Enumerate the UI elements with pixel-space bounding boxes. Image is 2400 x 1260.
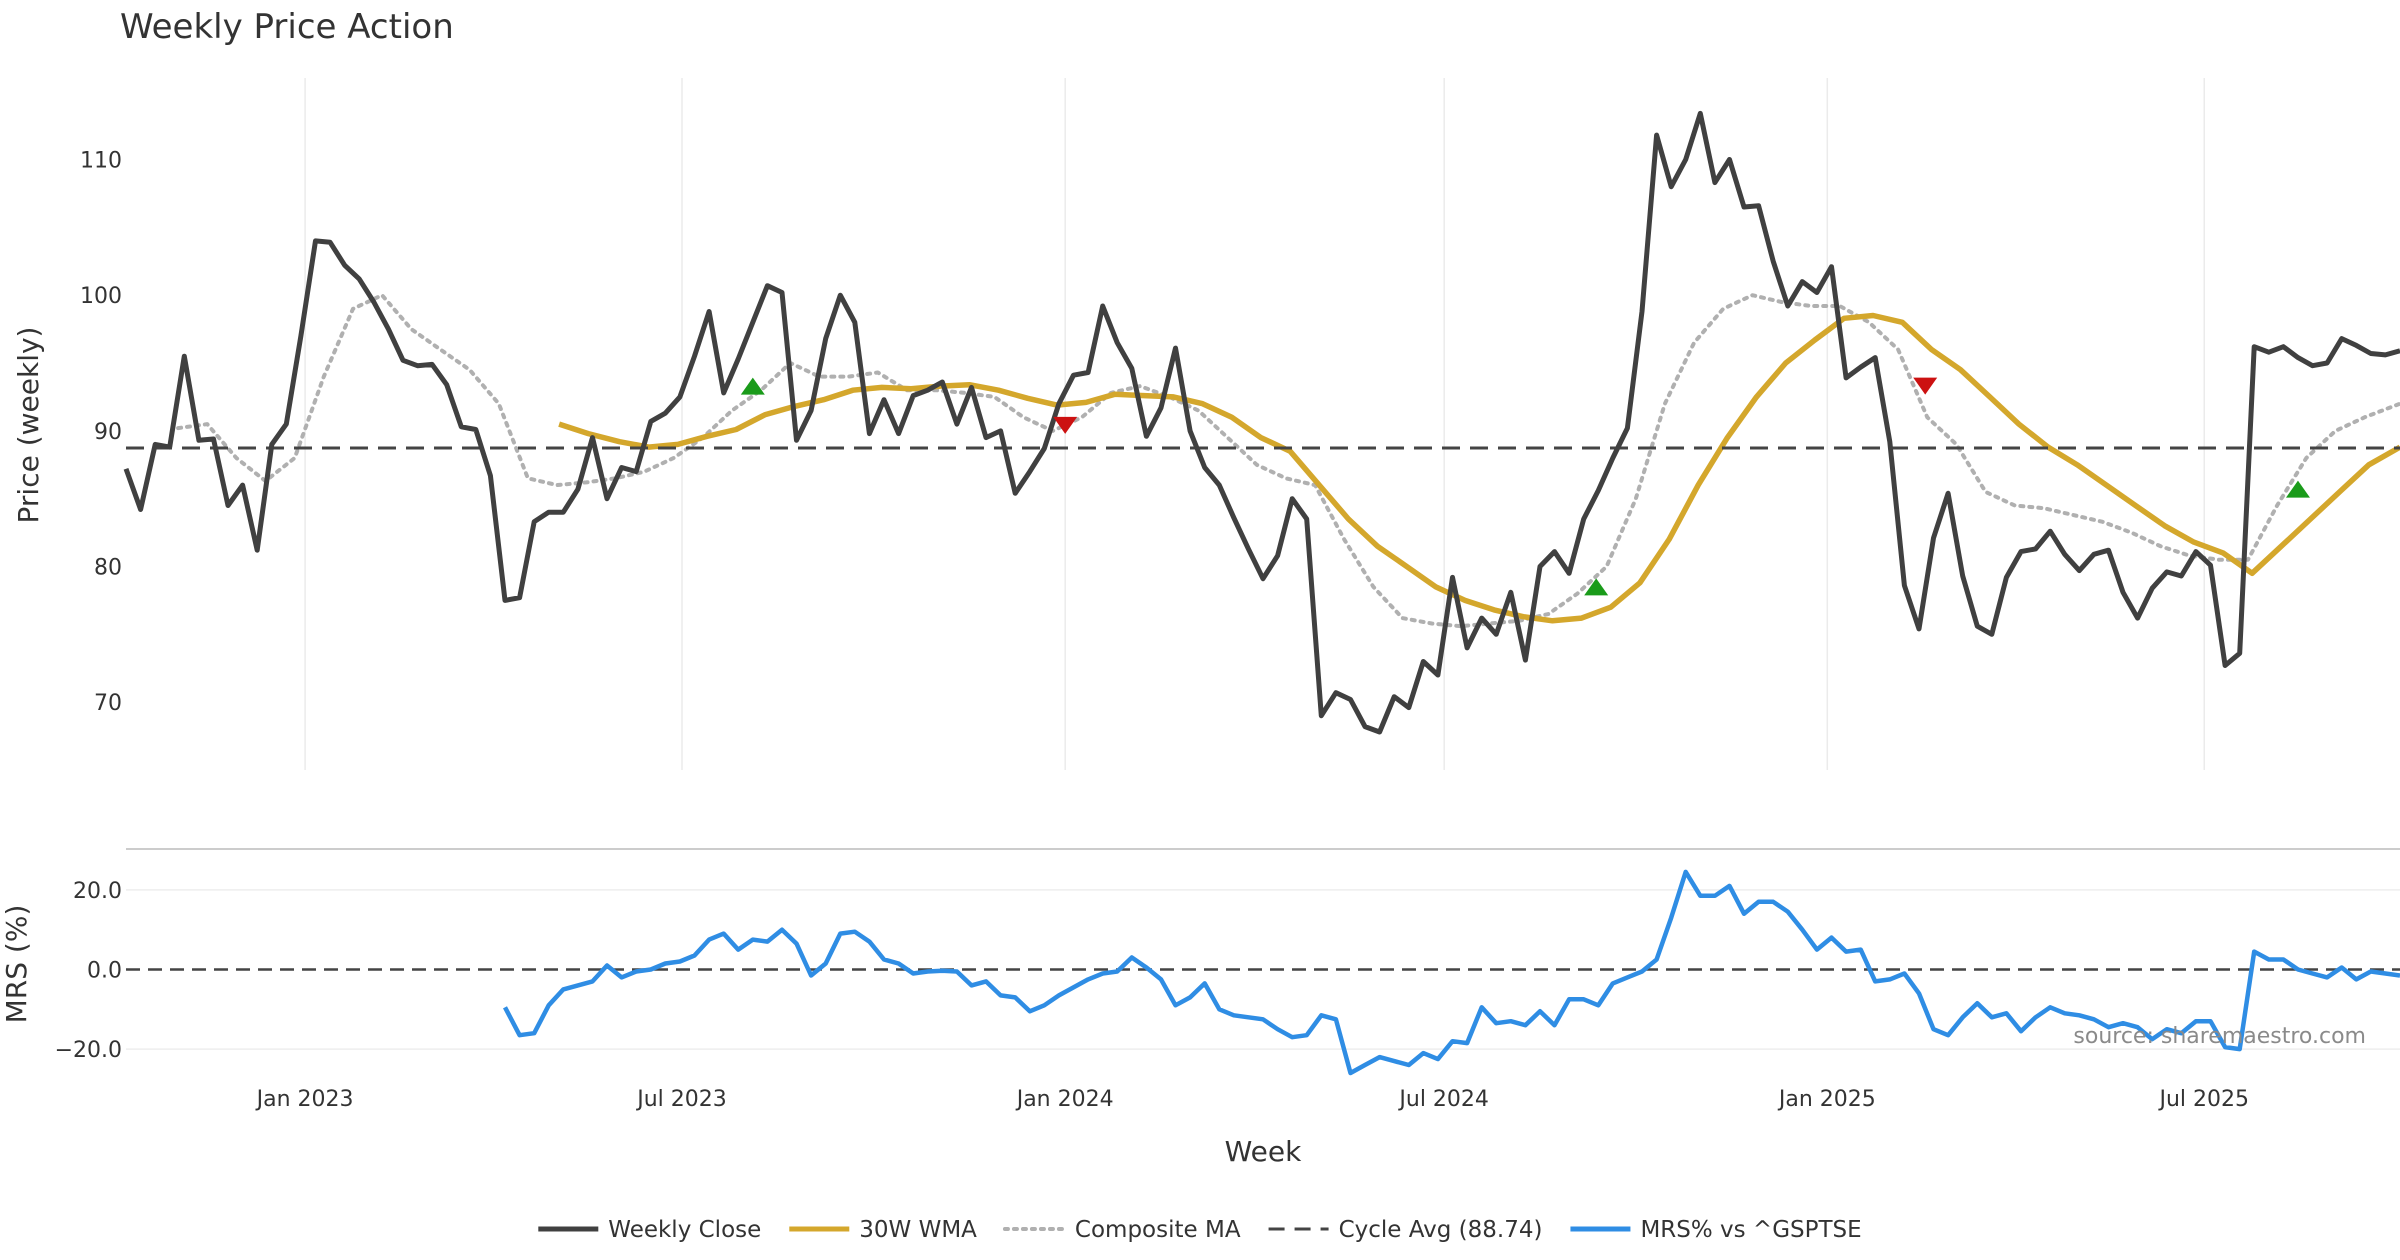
legend-label-mrs-vs-gsptse: MRS% vs ^GSPTSE [1640,1217,1861,1243]
legend-label-composite-ma: Composite MA [1075,1217,1241,1243]
legend: Weekly Close 30W WMA Composite MA Cycle Avg… [538,1217,1862,1243]
x-axis-title: Week [1225,1135,1302,1168]
buy-signal-marker-0 [740,377,765,395]
source-annotation: source: sharemaestro.com [2073,1024,2366,1049]
x-tick-jul-2025: Jul 2025 [2157,1087,2249,1112]
mrs-axis-title: MRS (%) [0,905,33,1024]
legend-label-30w-wma: 30W WMA [859,1217,977,1243]
x-tick-jan-2024: Jan 2024 [1015,1087,1114,1112]
mrs-panel: 20.0 0.0 −20.0 MRS (%) source: sharemaestr… [0,848,2400,1076]
mrs-line [503,869,2400,1076]
x-tick-jul-2023: Jul 2023 [635,1087,727,1112]
mrs-y-axis: 20.0 0.0 −20.0 [55,879,122,1063]
price-panel: 70 80 90 100 110 Weekly Price Action Price (… [12,7,2400,770]
mrs-y-tick-0: 20.0 [73,879,122,904]
price-y-tick-80: 80 [94,556,122,581]
composite-ma-line [176,293,2400,629]
sell-signal-marker-1 [1053,416,1078,434]
mrs-y-tick-2: −20.0 [55,1038,122,1063]
x-tick-jan-2025: Jan 2025 [1777,1087,1876,1112]
legend-label-cycle-avg-88-74: Cycle Avg (88.74) [1339,1217,1543,1243]
30w-wma-line [558,312,2400,624]
price-y-axis: 70 80 90 100 110 [80,149,122,717]
legend-label-weekly-close: Weekly Close [608,1217,761,1243]
mrs-y-tick-1: 0.0 [87,958,122,983]
x-tick-jan-2023: Jan 2023 [255,1087,354,1112]
buy-signal-marker-4 [2285,480,2310,498]
price-y-tick-110: 110 [80,149,122,174]
sell-signal-marker-3 [1913,377,1938,395]
price-axis-title: Price (weekly) [12,327,45,524]
chart-title: Weekly Price Action [120,7,454,47]
price-y-tick-100: 100 [80,284,122,309]
price-series [123,110,2400,735]
x-axis: Jan 2023 Jul 2023 Jan 2024 Jul 2024 Jan 2025… [255,1087,2249,1112]
mrs-series [126,869,2400,1076]
signal-markers [740,377,2310,596]
price-y-tick-70: 70 [94,691,122,716]
x-tick-jul-2024: Jul 2024 [1397,1087,1489,1112]
weekly-close-line [123,110,2400,735]
buy-signal-marker-2 [1584,578,1609,596]
mrs-grid [126,889,2400,1050]
price-y-tick-90: 90 [94,420,122,445]
price-grid [304,78,2206,770]
